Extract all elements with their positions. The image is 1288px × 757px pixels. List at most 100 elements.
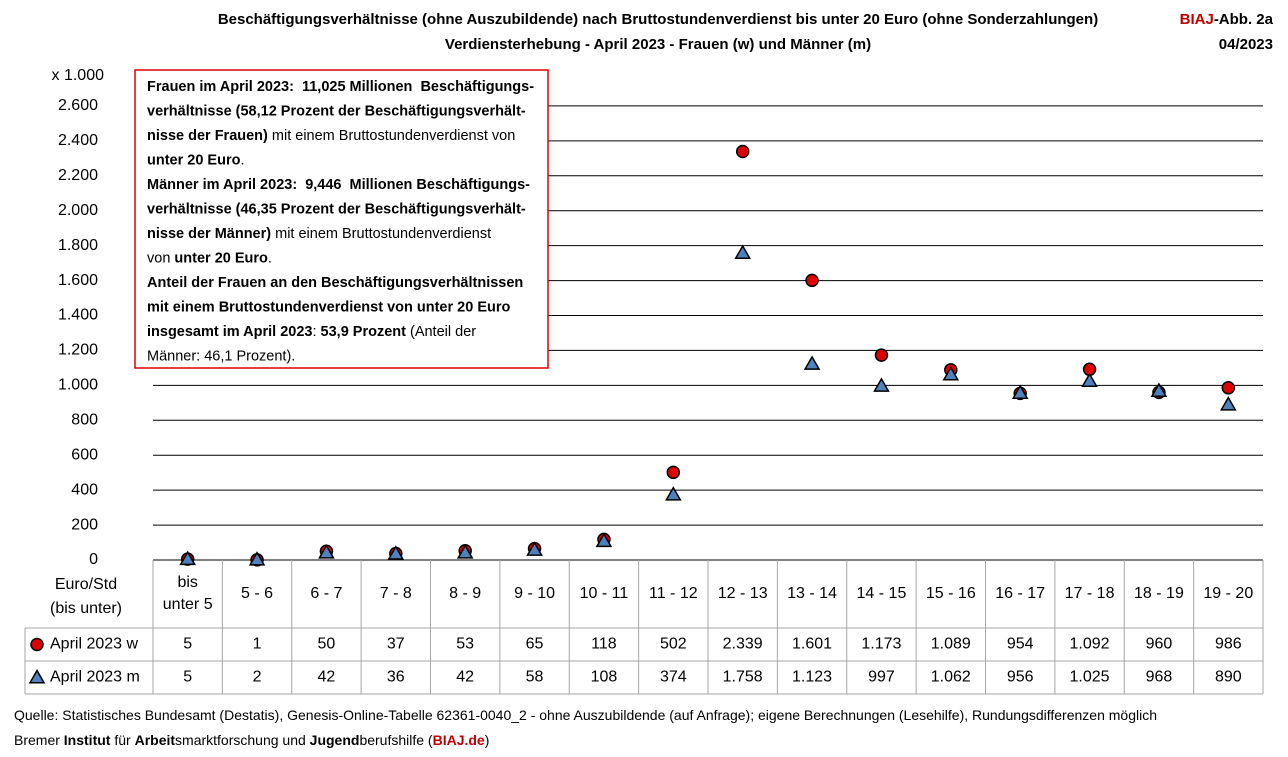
table-value: 37: [387, 636, 405, 653]
table-value: 960: [1146, 636, 1173, 653]
table-value: 1.173: [861, 636, 901, 653]
circle-marker: [1221, 381, 1236, 395]
table-value: 50: [318, 636, 336, 653]
table-value: 1.025: [1070, 669, 1110, 686]
table-value: 53: [456, 636, 474, 653]
annotation-line: insgesamt im April 2023: 53,9 Prozent (A…: [147, 324, 476, 340]
triangle-marker: [942, 366, 960, 381]
annotation-line: Frauen im April 2023: 11,025 Millionen B…: [147, 79, 534, 95]
x-tick-label: 19 - 20: [1203, 585, 1254, 602]
table-value: 5: [183, 636, 192, 653]
footer-line: Quelle: Statistisches Bundesamt (Destati…: [14, 707, 1157, 723]
footer-line-segment: Institut: [64, 732, 111, 748]
annotation-line-segment: Männer im April 2023: 9,446 Millionen Be…: [147, 177, 530, 193]
annotation-box: [134, 69, 549, 369]
table-value: 1.092: [1070, 636, 1110, 653]
category-cell: 17 - 18: [1064, 585, 1115, 602]
category-cell: 5 - 6: [241, 585, 273, 602]
x-tick-label: 12 - 13: [717, 585, 768, 602]
footer-line-segment: BIAJ.de: [433, 732, 485, 748]
y-tick-label: 1.000: [58, 377, 98, 394]
triangle-marker: [28, 668, 46, 684]
table-value: 1.089: [931, 636, 971, 653]
annotation-line-segment: von: [147, 250, 174, 266]
table-value: 986: [1215, 636, 1242, 653]
table-value: 65: [526, 636, 544, 653]
triangle-marker: [387, 545, 405, 560]
footer-line-segment: ): [485, 732, 490, 748]
table-value: 5: [183, 669, 192, 686]
triangle-marker: [734, 244, 751, 259]
footer-line-segment: Jugend: [310, 732, 360, 748]
annotation-line: mit einem Bruttostundenverdienst von unt…: [147, 299, 510, 315]
x-tick-label: 11 - 12: [649, 585, 698, 602]
y-tick-label: 2.000: [58, 202, 98, 219]
x-tick-label: 8 - 9: [449, 585, 482, 602]
category-cell: 10 - 11: [579, 585, 629, 602]
x-tick-label: 6 - 7: [310, 585, 343, 602]
table-value: 1.601: [792, 636, 832, 653]
category-cell: 11 - 12: [649, 585, 698, 602]
footer-line-segment: Quelle: Statistisches Bundesamt (Destati…: [14, 707, 1157, 723]
category-cell: 7 - 8: [379, 585, 412, 602]
annotation-line-segment: .: [268, 250, 272, 266]
annotation-line: nisse der Männer) mit einem Bruttostunde…: [147, 226, 491, 242]
annotation-line: Männer im April 2023: 9,446 Millionen Be…: [147, 177, 530, 193]
triangle-marker: [179, 550, 196, 566]
category-cell: 16 - 17: [995, 585, 1046, 602]
y-tick-label: 600: [71, 446, 98, 463]
x-tick-label: 14 - 15: [856, 585, 907, 602]
y-tick-label: 1.600: [58, 272, 98, 289]
table-header: Euro/Std: [55, 576, 117, 593]
table-value: 890: [1215, 669, 1242, 686]
annotation-line-segment: mit einem Bruttostundenverdienst von unt…: [147, 299, 510, 315]
category-cell: 19 - 20: [1203, 585, 1254, 602]
table-value: 2.339: [723, 636, 763, 653]
y-tick-label: 1.800: [58, 237, 98, 254]
annotation-line-segment: Anteil der Frauen an den Beschäftigungsv…: [147, 275, 523, 291]
x-tick-label: 10 - 11: [579, 585, 629, 602]
x-tick-label: 9 - 10: [514, 585, 556, 602]
footer-line-segment: Bremer: [14, 732, 64, 748]
annotation-line: von unter 20 Euro.: [147, 250, 272, 266]
figure-date: 04/2023: [1219, 36, 1273, 53]
chart-subtitle: Verdiensterhebung - April 2023 - Frauen …: [445, 36, 871, 53]
table-value: 997: [868, 669, 895, 686]
triangle-marker: [595, 532, 613, 548]
annotation-line-segment: nisse der Frauen): [147, 128, 268, 144]
triangle-marker: [1150, 382, 1168, 397]
x-tick-label: 17 - 18: [1064, 585, 1115, 602]
footer-line-segment: berufshilfe (: [359, 732, 432, 748]
circle-marker: [30, 637, 44, 652]
x-tick-label: 13 - 14: [787, 585, 837, 602]
triangle-marker: [665, 486, 682, 501]
category-cell: 8 - 9: [449, 585, 482, 602]
category-cell: 12 - 13: [717, 585, 768, 602]
circle-marker: [805, 273, 819, 288]
category-cell: bis unter 5: [162, 574, 213, 613]
figure-label: BIAJ-Abb. 2a: [1180, 11, 1274, 28]
triangle-marker: [248, 551, 266, 566]
x-tick-label: 7 - 8: [379, 585, 412, 602]
annotation-line-segment: verhältnisse (58,12 Prozent der Beschäft…: [147, 103, 526, 119]
x-tick-label: bis unter 5: [162, 574, 213, 613]
table-value: 1.062: [931, 669, 971, 686]
table-value: 954: [1007, 636, 1034, 653]
triangle-marker: [1081, 372, 1098, 387]
circle-marker: [874, 348, 889, 362]
annotation-line: Anteil der Frauen an den Beschäftigungsv…: [147, 275, 523, 291]
table-value: 42: [318, 669, 336, 686]
table-value: 1: [253, 636, 262, 653]
annotation-line: Männer: 46,1 Prozent).: [147, 348, 295, 364]
x-tick-label: 16 - 17: [995, 585, 1046, 602]
legend-label: April 2023 m: [50, 669, 140, 686]
footer-line-segment: Arbeit: [135, 732, 176, 748]
y-tick-label: 400: [71, 481, 98, 498]
x-tick-label: 15 - 16: [925, 585, 976, 602]
chart-title: Beschäftigungsverhältnisse (ohne Auszubi…: [218, 11, 1098, 28]
annotation-line-segment: unter 20 Euro: [147, 152, 241, 168]
annotation-line-segment: mit einem Bruttostundenverdienst: [271, 226, 491, 242]
annotation-line-segment: mit einem Bruttostundenverdienst von: [268, 128, 515, 144]
category-cell: 18 - 19: [1134, 585, 1184, 602]
